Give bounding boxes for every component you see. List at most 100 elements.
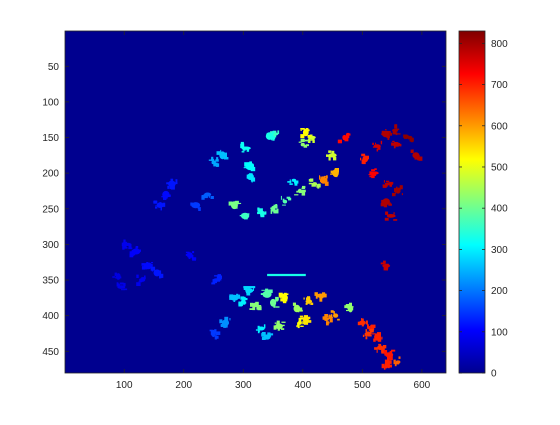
heat-cell: [319, 297, 323, 302]
heat-blob: [263, 334, 271, 340]
heat-cell: [203, 195, 208, 199]
heat-cell: [300, 325, 303, 327]
heat-cell: [150, 266, 156, 271]
heat-blob: [359, 320, 366, 326]
heat-cell: [309, 178, 314, 182]
heat-cell: [284, 292, 287, 296]
heat-cell: [393, 219, 398, 221]
heat-cell: [315, 294, 318, 299]
heat-cell: [298, 317, 302, 322]
colorbar-axis: 0 100 200 300 400 500 600 700 800: [459, 39, 508, 380]
heat-cell: [394, 188, 398, 192]
heat-blob: [270, 298, 277, 307]
heat-blob: [384, 362, 389, 369]
heat-cell: [391, 142, 395, 146]
y-tick-label: 150: [42, 133, 59, 144]
heat-blob: [241, 146, 251, 150]
heat-cell: [123, 282, 126, 287]
heat-blob: [212, 278, 221, 282]
heat-cell: [128, 244, 132, 249]
heat-cell: [121, 289, 125, 291]
colorbar: [458, 30, 486, 374]
heat-cell: [279, 294, 283, 298]
heat-cell: [153, 200, 158, 204]
heat-cell: [300, 134, 305, 139]
heat-cell: [261, 332, 266, 337]
heat-cell: [211, 282, 216, 285]
heat-cell: [385, 211, 389, 215]
heat-cell: [403, 136, 407, 139]
heat-cell: [387, 356, 390, 361]
heat-blob: [153, 269, 161, 277]
heat-blob: [168, 180, 176, 187]
y-tick-label: 350: [42, 276, 59, 287]
heat-cell: [298, 141, 302, 143]
heat-blob: [186, 252, 193, 258]
colorbar-tick-label: 200: [491, 286, 508, 297]
heat-blob: [230, 201, 238, 210]
heat-blob: [384, 182, 394, 186]
heat-cell: [307, 135, 312, 137]
heat-blob: [297, 320, 302, 325]
heat-cell: [387, 135, 390, 140]
heat-blob: [365, 331, 372, 336]
heat-cell: [382, 366, 387, 368]
heat-blob: [291, 178, 297, 182]
heat-cell: [308, 316, 311, 320]
heat-cell: [381, 363, 385, 369]
heat-blob: [131, 248, 141, 255]
heat-cell: [271, 138, 273, 141]
heat-cell: [411, 138, 414, 143]
heat-cell: [380, 262, 385, 265]
heat-cell: [294, 181, 296, 184]
heat-cell: [372, 142, 374, 145]
heat-cell: [362, 334, 365, 337]
heat-cell: [324, 181, 329, 186]
heat-cell: [201, 195, 205, 200]
heat-cell: [304, 321, 309, 325]
heat-blob: [316, 293, 325, 298]
heat-cell: [395, 128, 400, 130]
heat-blob: [211, 329, 216, 338]
heat-cell: [317, 186, 320, 189]
x-tick-label: 600: [414, 380, 431, 391]
y-tick-label: 100: [42, 97, 59, 108]
heat-cell: [216, 151, 221, 155]
heat-cell: [371, 169, 376, 171]
heat-cell: [131, 252, 136, 256]
heat-cell: [365, 329, 368, 334]
heat-cell: [388, 203, 392, 206]
heat-cell: [385, 266, 388, 271]
heat-blob: [385, 352, 394, 358]
heat-cell: [387, 364, 390, 369]
heat-cell: [344, 305, 348, 309]
heat-blob: [297, 188, 303, 194]
heat-cell: [229, 318, 231, 321]
heat-cell: [223, 157, 229, 160]
heat-cell: [236, 293, 239, 297]
heat-cell: [391, 349, 396, 352]
heat-cell: [394, 124, 398, 129]
heat-cell: [410, 149, 414, 153]
heat-cell: [150, 262, 153, 264]
heat-cell: [135, 246, 139, 249]
heat-blob: [221, 319, 229, 326]
colorbar-tick-label: 0: [491, 369, 497, 380]
heat-cell: [381, 348, 384, 353]
heat-cell: [346, 304, 351, 308]
heat-cell: [373, 338, 376, 342]
heat-cell: [302, 321, 304, 325]
heat-cell: [282, 204, 286, 206]
y-tick-label: 400: [42, 311, 59, 322]
heat-blob: [293, 304, 301, 313]
colorbar-tick-label: 400: [491, 204, 508, 215]
heat-cell: [275, 306, 280, 308]
heat-cell: [257, 305, 262, 307]
heat-blob: [191, 202, 201, 209]
heat-cell: [377, 337, 382, 342]
heat-cell: [219, 319, 223, 324]
heat-blob: [374, 333, 381, 341]
heat-cell: [257, 306, 262, 311]
heat-blob: [382, 198, 390, 206]
